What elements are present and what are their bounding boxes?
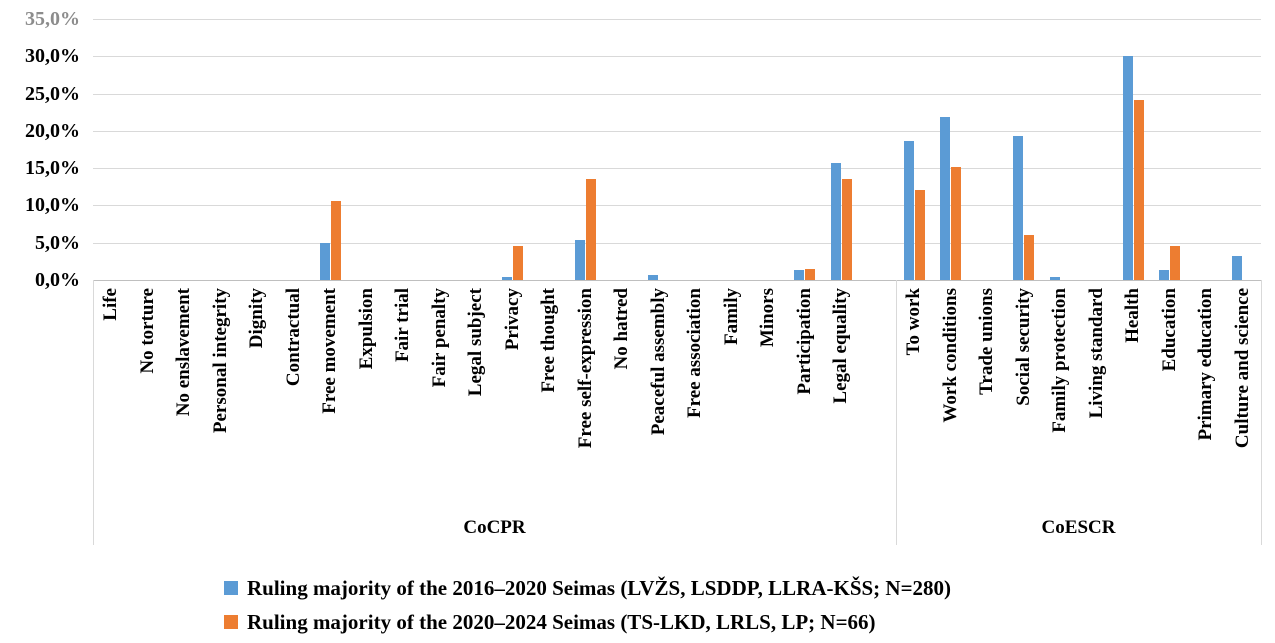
bar-series-2016-2020 [1049,277,1060,280]
bar-series-2016-2020 [1232,256,1243,280]
gridline [93,56,1261,58]
x-axis-label: Peaceful assembly [647,288,669,436]
x-axis-label: Free association [684,288,706,418]
group-label-cocpr: CoCPR [463,517,526,538]
gridline [93,130,1261,132]
bar-series-2016-2020 [1013,136,1024,280]
x-axis-label: Legal subject [465,288,487,397]
bar-series-2016-2020 [903,141,914,280]
x-axis-label: Privacy [501,288,523,351]
x-axis-label: Social security [1012,288,1034,406]
legend-swatch-blue [224,581,238,595]
x-axis-label: Education [1158,288,1180,372]
x-axis-label: Family protection [1049,288,1071,433]
x-axis-label: Participation [793,288,815,395]
gridline [93,168,1261,170]
y-axis-label: 25,0% [25,82,80,105]
x-axis-label: Minors [757,288,779,348]
bar-series-2016-2020 [502,277,513,280]
x-axis-label: Legal equality [830,288,852,404]
legend-label-2016-2020: Ruling majority of the 2016–2020 Seimas … [247,575,952,600]
bar-series-2020-2024 [586,178,597,280]
legend-label-2020-2024: Ruling majority of the 2020–2024 Seimas … [247,609,876,634]
group-divider [896,280,897,545]
x-axis-label: No enslavement [173,288,195,417]
x-axis-label: Primary education [1195,288,1217,441]
x-axis-label: Fair penalty [428,288,450,388]
bar-series-2020-2024 [951,166,962,280]
y-axis-label: 15,0% [25,157,80,180]
y-axis-label: 30,0% [25,45,80,68]
x-axis-label: Work conditions [939,288,961,423]
bar-series-2020-2024 [330,200,341,280]
bar-series-2020-2024 [914,189,925,280]
x-axis-label: Dignity [246,288,268,349]
bar-series-2016-2020 [940,117,951,280]
bar-series-2016-2020 [319,242,330,280]
bar-series-2016-2020 [830,162,841,280]
bar-series-2016-2020 [575,239,586,280]
gridline [93,19,1261,20]
axis-border-right [1261,280,1262,545]
x-axis-label: Expulsion [355,288,377,370]
x-axis-label: Contractual [282,288,304,387]
bar-series-2020-2024 [513,246,524,280]
y-axis-label: 20,0% [25,119,80,142]
bar-series-2016-2020 [1159,269,1170,280]
x-axis-label: No hatred [611,288,633,370]
x-axis-label: Culture and science [1231,288,1253,449]
x-axis-label: Fair trial [392,288,414,363]
x-axis-label: Health [1122,288,1144,343]
gridline [93,93,1261,95]
gridline [93,205,1261,207]
x-axis-label: Free movement [319,288,341,414]
x-axis-label: Trade unions [976,288,998,395]
bar-series-2020-2024 [805,268,816,280]
axis-border-left [93,280,94,545]
bar-series-2016-2020 [648,274,659,280]
legend-item-2020-2024: Ruling majority of the 2020–2024 Seimas … [224,607,951,637]
bar-series-2020-2024 [1170,246,1181,280]
bar-series-2020-2024 [1133,99,1144,280]
x-axis-label: Living standard [1085,288,1107,419]
bar-series-2020-2024 [1024,234,1035,280]
legend-swatch-orange [224,615,238,629]
bar-series-2020-2024 [841,178,852,280]
x-axis-label: Family [720,288,742,345]
x-axis-line [93,280,1261,281]
legend-item-2016-2020: Ruling majority of the 2016–2020 Seimas … [224,573,951,603]
x-axis-label: Personal integrity [209,288,231,434]
y-axis-label: 10,0% [25,194,80,217]
x-axis-label: No torture [136,288,158,374]
bar-series-2016-2020 [1122,56,1133,280]
x-axis-label: Free self-expression [574,288,596,449]
x-axis-label: Free thought [538,288,560,393]
y-axis-label: 0,0% [35,269,80,291]
x-axis-label: To work [903,288,925,356]
gridline [93,242,1261,244]
x-axis-label: Life [100,288,122,321]
group-label-coescr: CoESCR [1041,517,1116,538]
y-axis-label: 5,0% [35,231,80,254]
bar-series-2016-2020 [794,269,805,280]
legend: Ruling majority of the 2016–2020 Seimas … [224,573,951,641]
y-axis-label: 35,0% [25,8,80,30]
